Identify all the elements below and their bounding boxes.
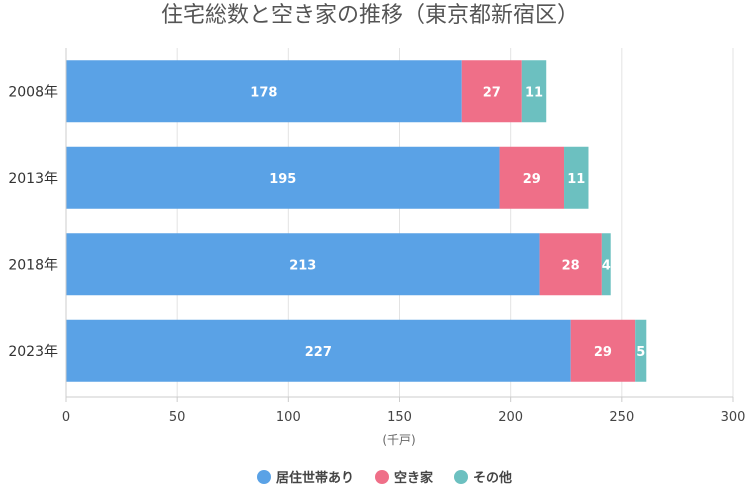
x-tick-label: 300: [721, 410, 746, 425]
x-tick-label: 100: [276, 410, 301, 425]
bar-segment: [539, 233, 602, 296]
bar-value-label: 4: [602, 258, 611, 273]
bar-segment: [66, 60, 462, 123]
legend-label: 居住世帯あり: [276, 470, 354, 486]
bar-segment: [66, 146, 500, 209]
bar-segment: [461, 60, 522, 123]
category-label: 2008年: [8, 84, 58, 100]
bar-value-label: 5: [636, 345, 645, 360]
bars: 178 27 11 195 29 11 213 28 4 227 29 5: [66, 60, 647, 382]
chart-title: 住宅総数と空き家の推移（東京都新宿区）: [161, 3, 579, 28]
bar-segment: [499, 146, 565, 209]
legend-swatch: [454, 470, 468, 484]
x-axis-title: (千戸): [382, 433, 415, 447]
category-label: 2018年: [8, 257, 58, 273]
bar-segment: [66, 233, 540, 296]
bar-value-label: 11: [525, 85, 543, 100]
bar-value-label: 213: [289, 258, 316, 273]
bar-segment: [601, 233, 611, 296]
bar-value-label: 29: [523, 172, 541, 187]
legend: 居住世帯あり 空き家 その他: [257, 470, 512, 486]
x-tick-label: 50: [169, 410, 186, 425]
bar-value-label: 178: [250, 85, 277, 100]
legend-swatch: [375, 470, 389, 484]
bar-segment: [66, 319, 571, 382]
x-tick-label: 250: [609, 410, 634, 425]
bar-value-label: 28: [562, 258, 580, 273]
bar-segment: [521, 60, 547, 123]
category-label: 2013年: [8, 171, 58, 187]
x-tick-label: 200: [498, 410, 523, 425]
bar-segment: [570, 319, 636, 382]
bar-value-label: 11: [567, 172, 585, 187]
bar-segment: [564, 146, 589, 209]
bar-value-label: 195: [269, 172, 296, 187]
legend-swatch: [257, 470, 271, 484]
bar-segment: [635, 319, 647, 382]
y-axis-categories: 2008年 2013年 2018年 2023年: [8, 84, 58, 360]
bar-value-label: 29: [594, 345, 612, 360]
category-label: 2023年: [8, 344, 58, 360]
bar-value-label: 27: [483, 85, 501, 100]
legend-label: その他: [473, 470, 512, 486]
x-tick-label: 0: [62, 410, 70, 425]
bar-value-label: 227: [305, 345, 332, 360]
legend-label: 空き家: [394, 470, 434, 486]
x-axis: 0 50 100 150 200 250 300: [62, 48, 746, 425]
x-tick-label: 150: [387, 410, 412, 425]
